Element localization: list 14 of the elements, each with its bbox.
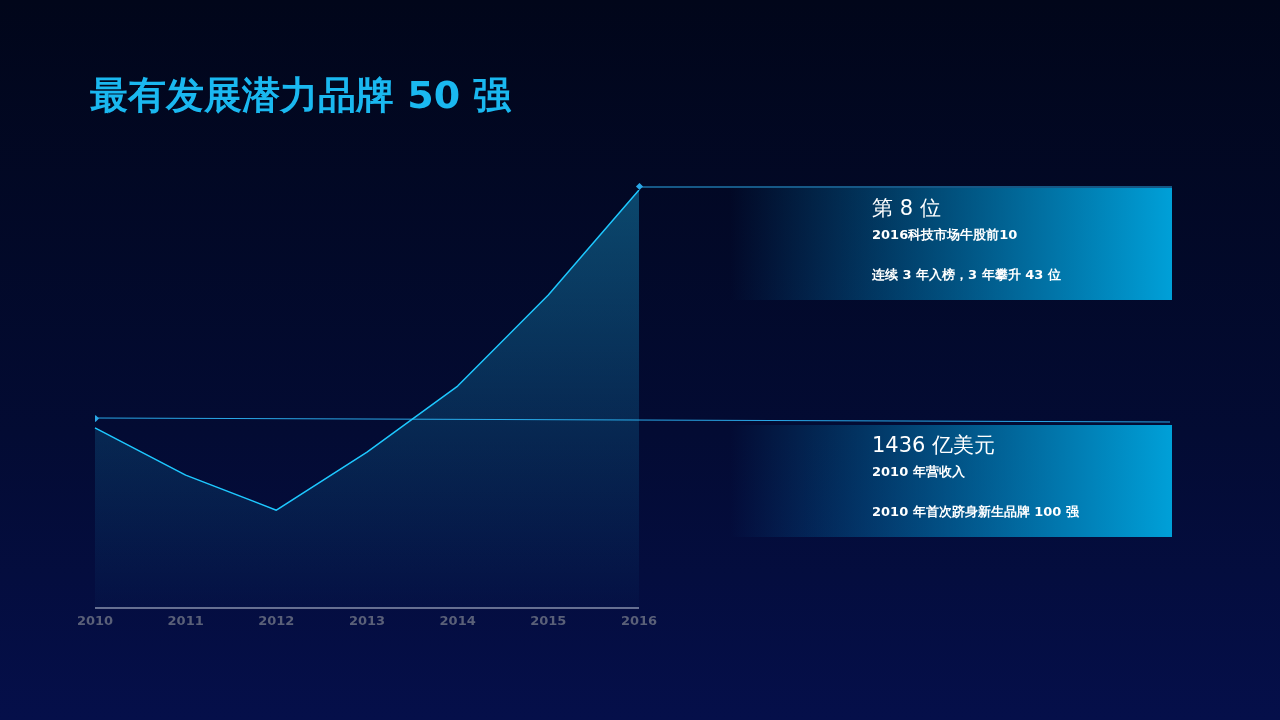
text: 1436 亿美元 bbox=[872, 432, 997, 459]
chart-title: 最有发展潜力品牌 50 强 bbox=[90, 72, 512, 119]
x-tick-label: 2011 bbox=[167, 613, 204, 629]
x-tick-label: 2010 bbox=[76, 613, 114, 629]
text: 2010 年首次跻身新生品牌 100 强 bbox=[872, 503, 1079, 521]
text: 2016科技市场牛股前10 bbox=[872, 226, 1019, 244]
x-tick-label: 2012 bbox=[258, 613, 295, 629]
text: 2010 年营收入 bbox=[872, 463, 966, 481]
x-tick-label: 2015 bbox=[530, 613, 567, 629]
x-tick-label: 2014 bbox=[439, 613, 476, 629]
text: 连续 3 年入榜，3 年攀升 43 位 bbox=[872, 266, 1061, 284]
x-tick-label: 2016 bbox=[620, 613, 658, 629]
text: 第 8 位 bbox=[872, 195, 942, 222]
x-tick-label: 2013 bbox=[348, 613, 386, 629]
